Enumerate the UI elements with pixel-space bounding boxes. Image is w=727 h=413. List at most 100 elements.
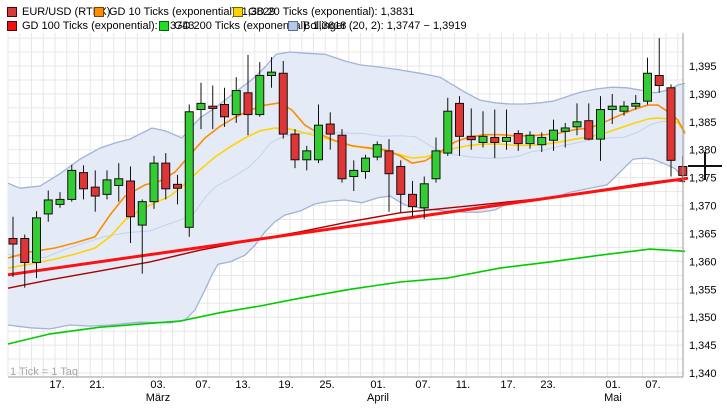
candle-down[interactable] (173, 183, 182, 189)
gd200-swatch-icon (159, 21, 169, 31)
candle-down[interactable] (161, 162, 171, 190)
candle-up[interactable] (43, 199, 53, 215)
eurusd-swatch-icon (7, 7, 17, 17)
x-axis-label: 21. (89, 379, 104, 391)
x-axis-label: 03. (150, 379, 165, 391)
candle-down[interactable] (408, 193, 417, 208)
candle-up[interactable] (102, 179, 112, 195)
gd100-swatch-icon (7, 21, 17, 31)
candle-down[interactable] (79, 172, 88, 190)
candle-up[interactable] (631, 102, 641, 107)
legend-item-bollinger[interactable]: Bollinger (20, 2): 1,3747 − 1,3919 (288, 20, 467, 32)
candle-up[interactable] (67, 169, 77, 200)
trendline (7, 176, 689, 277)
candle-down[interactable] (513, 133, 523, 145)
candle-up[interactable] (572, 121, 582, 128)
y-axis-label: 1,350 (689, 312, 717, 324)
candle-down[interactable] (455, 102, 464, 137)
legend-label: GD 20 Ticks (exponential): 1,3831 (248, 6, 415, 18)
candle-up[interactable] (443, 110, 453, 154)
candle-up[interactable] (596, 109, 605, 140)
candle-down[interactable] (126, 180, 135, 218)
candle-down[interactable] (384, 150, 394, 175)
candle-up[interactable] (55, 198, 65, 205)
y-axis-label: 1,355 (689, 284, 717, 296)
y-axis-label: 1,340 (689, 368, 717, 380)
candle-up[interactable] (478, 135, 488, 143)
y-axis-label: 1,390 (689, 89, 717, 101)
gd10-swatch-icon (94, 7, 104, 17)
candle-up[interactable] (196, 102, 206, 111)
candle-down[interactable] (584, 120, 594, 140)
y-axis-label: 1,365 (689, 228, 717, 240)
candle-up[interactable] (302, 150, 312, 161)
candle-up[interactable] (361, 157, 370, 172)
candle-up[interactable] (149, 162, 159, 203)
candle-up[interactable] (231, 90, 241, 116)
legend-label: GD 100 Ticks (exponential): 1,3743 (22, 20, 195, 32)
candle-up[interactable] (419, 183, 429, 209)
candle-up[interactable] (349, 169, 359, 178)
candle-up[interactable] (643, 72, 652, 102)
candle-down[interactable] (20, 237, 30, 263)
x-axis-month-label: April (367, 392, 389, 404)
legend-item-gd200[interactable]: GD 200 Ticks (exponential): 1,3618 (159, 20, 346, 32)
candle-down[interactable] (396, 165, 406, 195)
y-axis-label: 1,360 (689, 256, 717, 268)
candle-up[interactable] (619, 105, 629, 112)
candle-down[interactable] (325, 123, 335, 135)
bollinger-mid-line (7, 120, 670, 259)
candle-down[interactable] (220, 104, 229, 118)
candle-up[interactable] (502, 136, 511, 142)
candle-up[interactable] (431, 150, 441, 180)
candle-down[interactable] (8, 237, 18, 245)
candle-up[interactable] (114, 178, 124, 186)
tick-period-note: 1 Tick = 1 Tag (10, 366, 78, 378)
x-axis-label: 01. (370, 379, 385, 391)
candle-down[interactable] (278, 72, 288, 135)
candle-up[interactable] (32, 217, 41, 263)
candle-down[interactable] (466, 135, 476, 141)
candle-down[interactable] (243, 92, 253, 116)
x-axis-label: 07. (195, 379, 210, 391)
y-axis-label: 1,375 (689, 173, 717, 185)
candle-up[interactable] (537, 136, 547, 146)
y-axis-label: 1,370 (689, 201, 717, 213)
candle-up[interactable] (314, 124, 323, 161)
legend-label: EUR/USD (RTFX) (22, 6, 111, 18)
candle-up[interactable] (560, 127, 570, 132)
y-axis-label: 1,395 (689, 61, 717, 73)
candle-up[interactable] (184, 111, 194, 228)
candle-down[interactable] (666, 87, 676, 161)
candle-up[interactable] (255, 74, 265, 116)
candle-up[interactable] (137, 201, 147, 226)
bollinger-swatch-icon (288, 21, 298, 31)
candle-down[interactable] (337, 134, 347, 180)
candle-down[interactable] (290, 133, 300, 161)
bollinger-band-fill (8, 52, 685, 329)
x-axis-month-label: März (146, 392, 170, 404)
x-axis-label: 19. (278, 379, 293, 391)
candle-up[interactable] (525, 134, 535, 145)
candle-up[interactable] (372, 144, 382, 158)
candle-down[interactable] (208, 105, 218, 109)
legend-item-gd20[interactable]: GD 20 Ticks (exponential): 1,3831 (233, 6, 414, 18)
candle-down[interactable] (490, 136, 500, 143)
x-axis-label: 07. (415, 379, 430, 391)
x-axis-label: 23. (540, 379, 555, 391)
legend-item-eurusd[interactable]: EUR/USD (RTFX) (7, 6, 110, 18)
candle-down[interactable] (90, 186, 100, 197)
candle-up[interactable] (549, 129, 558, 141)
candle-up[interactable] (267, 71, 276, 76)
candle-down[interactable] (654, 74, 664, 87)
legend-label: GD 200 Ticks (exponential): 1,3618 (174, 20, 347, 32)
gd20-swatch-icon (233, 7, 243, 17)
x-axis-label: 11. (456, 379, 470, 391)
x-axis-label: 07. (645, 379, 660, 391)
legend-item-gd100[interactable]: GD 100 Ticks (exponential): 1,3743 (7, 20, 194, 32)
x-axis-label: 13. (235, 379, 250, 391)
candle-up[interactable] (607, 105, 617, 111)
y-axis-label: 1,380 (689, 145, 717, 157)
